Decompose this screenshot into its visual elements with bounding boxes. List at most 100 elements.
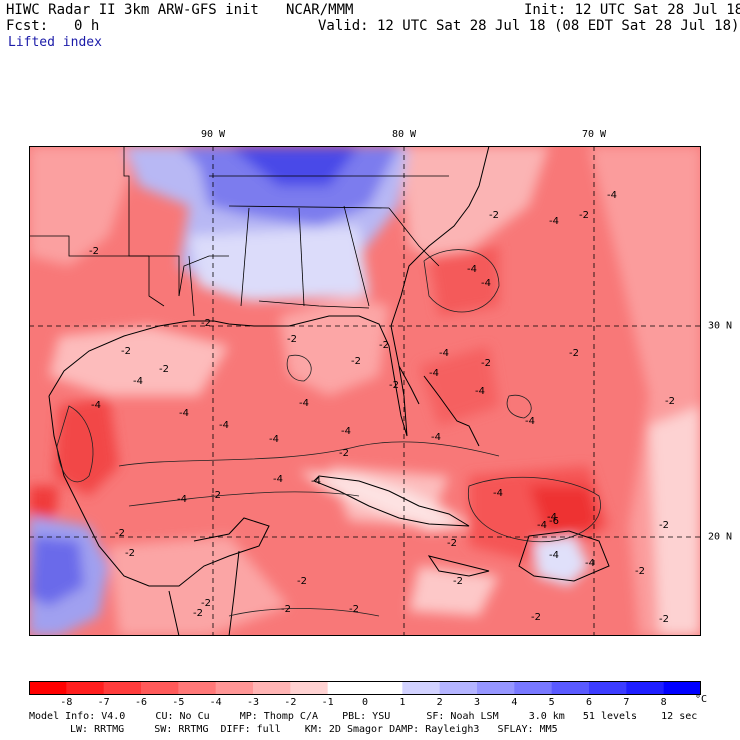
contour-label: -4 — [547, 512, 557, 523]
contour-label: -4 — [585, 558, 595, 569]
colorbar-swatch — [477, 681, 515, 695]
colorbar-swatch — [589, 681, 627, 695]
colorbar-swatch — [141, 681, 179, 695]
colorbar-tick-label: -8 — [60, 697, 73, 708]
valid-time: Valid: 12 UTC Sat 28 Jul 18 (08 EDT Sat … — [318, 18, 740, 34]
contour-label: -4 — [549, 216, 559, 227]
lat-label-30n: 30 N — [708, 320, 733, 332]
contour-label: -4 — [431, 432, 441, 443]
colorbar-swatch — [626, 681, 665, 695]
contour-label: -2 — [121, 346, 131, 357]
contour-label: -2 — [339, 448, 349, 459]
contour-label: -4 — [493, 488, 503, 499]
colorbar-tick-label: 4 — [511, 697, 518, 708]
field-name: Lifted index — [8, 35, 102, 50]
colorbar — [29, 681, 701, 695]
colorbar-tick-label: 3 — [473, 697, 481, 708]
colorbar-swatch — [253, 681, 291, 695]
colorbar-tick-label: 7 — [623, 697, 630, 708]
contour-label: -2 — [447, 538, 457, 549]
contour-label: -2 — [281, 604, 291, 615]
contour-label: -4 — [467, 264, 477, 275]
colorbar-unit: °C — [695, 694, 708, 705]
contour-label: -4 — [429, 368, 439, 379]
contour-label: -2 — [287, 334, 297, 345]
colorbar-tick-label: 5 — [548, 697, 555, 708]
contour-label: -2 — [659, 520, 669, 531]
contour-label: -4 — [481, 278, 491, 289]
colorbar-swatch — [514, 681, 553, 695]
org-label: NCAR/MMM — [286, 2, 354, 18]
contour-label: -4 — [549, 550, 559, 561]
contour-label: -2 — [531, 612, 541, 623]
contour-label: -4 — [269, 434, 279, 445]
colorbar-swatch — [439, 681, 478, 695]
contour-label: -2 — [665, 396, 675, 407]
init-time: Init: 12 UTC Sat 28 Jul 18 — [524, 2, 740, 18]
contour-label: -2 — [389, 380, 399, 391]
colorbar-swatch — [402, 681, 441, 695]
colorbar-swatch — [663, 681, 701, 695]
contour-label: -2 — [159, 364, 169, 375]
contour-label: -2 — [115, 528, 125, 539]
contour-lines — [56, 249, 601, 617]
coastlines — [48, 146, 610, 636]
colorbar-swatch — [103, 681, 142, 695]
model-info-line2: LW: RRTMG SW: RRTMG DIFF: full KM: 2D Sm… — [70, 724, 558, 735]
contour-label: -4 — [133, 376, 143, 387]
colorbar-frame — [29, 681, 701, 695]
colorbar-tick-label: 6 — [585, 697, 593, 708]
contour-label: -2 — [125, 548, 135, 559]
colorbar-tick-label: -3 — [246, 697, 260, 708]
contour-label: -4 — [341, 426, 351, 437]
contour-label: -2 — [201, 318, 211, 329]
colorbar-tick-label: -4 — [209, 697, 222, 708]
contour-label: -4 — [177, 494, 187, 505]
contour-label: -4 — [439, 348, 449, 359]
map-frame — [29, 146, 701, 636]
colorbar-swatch — [29, 681, 67, 695]
contour-label: -2 — [193, 608, 203, 619]
colorbar-tick-label: 0 — [361, 697, 369, 708]
colorbar-tick-label: -2 — [284, 697, 297, 708]
colorbar-tick-label: -6 — [134, 697, 148, 708]
contour-label: -4 — [179, 408, 189, 419]
lifted-index-map: -2-4-4-2-4-4-2-2-2-2-4-2-2-2-4-4-2-2-4-4… — [29, 146, 701, 636]
contour-label: -2 — [579, 210, 589, 221]
contour-labels: -2-4-4-2-4-4-2-2-2-2-4-2-2-2-4-4-2-2-4-4… — [89, 190, 675, 625]
contour-label: -6 — [549, 516, 559, 527]
lon-label-70w: 70 W — [581, 129, 607, 140]
colorbar-swatch — [290, 681, 329, 695]
contour-label: -2 — [201, 598, 211, 609]
contour-label: -2 — [349, 604, 359, 615]
contour-label: -4 — [475, 386, 485, 397]
contour-label: -2 — [659, 614, 669, 625]
contour-label: -2 — [453, 576, 463, 587]
colorbar-tick-label: 1 — [399, 697, 406, 708]
contour-label: -2 — [569, 348, 579, 359]
colorbar-swatch — [327, 681, 366, 695]
lon-label-90w: 90 W — [200, 129, 226, 140]
contour-label: -4 — [273, 474, 283, 485]
colorbar-swatch — [178, 681, 217, 695]
model-info-line1: Model Info: V4.0 CU: No Cu MP: Thomp C/A… — [29, 711, 698, 722]
contour-label: -2 — [489, 210, 499, 221]
contour-label: -4 — [311, 476, 321, 487]
contour-label: -2 — [635, 566, 645, 577]
contour-label: -2 — [211, 490, 221, 501]
contour-label: -4 — [607, 190, 617, 201]
forecast-hour: 0 h — [74, 18, 100, 34]
contour-label: -2 — [89, 246, 99, 257]
colorbar-swatch — [365, 681, 403, 695]
contour-label: -4 — [537, 520, 547, 531]
lat-label-20n: 20 N — [708, 531, 733, 543]
colorbar-swatch — [215, 681, 254, 695]
contour-label: -4 — [299, 398, 309, 409]
contour-label: -4 — [219, 420, 229, 431]
colorbar-tick-label: 2 — [436, 697, 443, 708]
colorbar-tick-label: 8 — [660, 697, 667, 708]
colorbar-tick-label: -5 — [172, 697, 185, 708]
political-borders — [29, 146, 449, 317]
colorbar-tick-label: -1 — [321, 697, 334, 708]
contour-label: -2 — [379, 340, 389, 351]
